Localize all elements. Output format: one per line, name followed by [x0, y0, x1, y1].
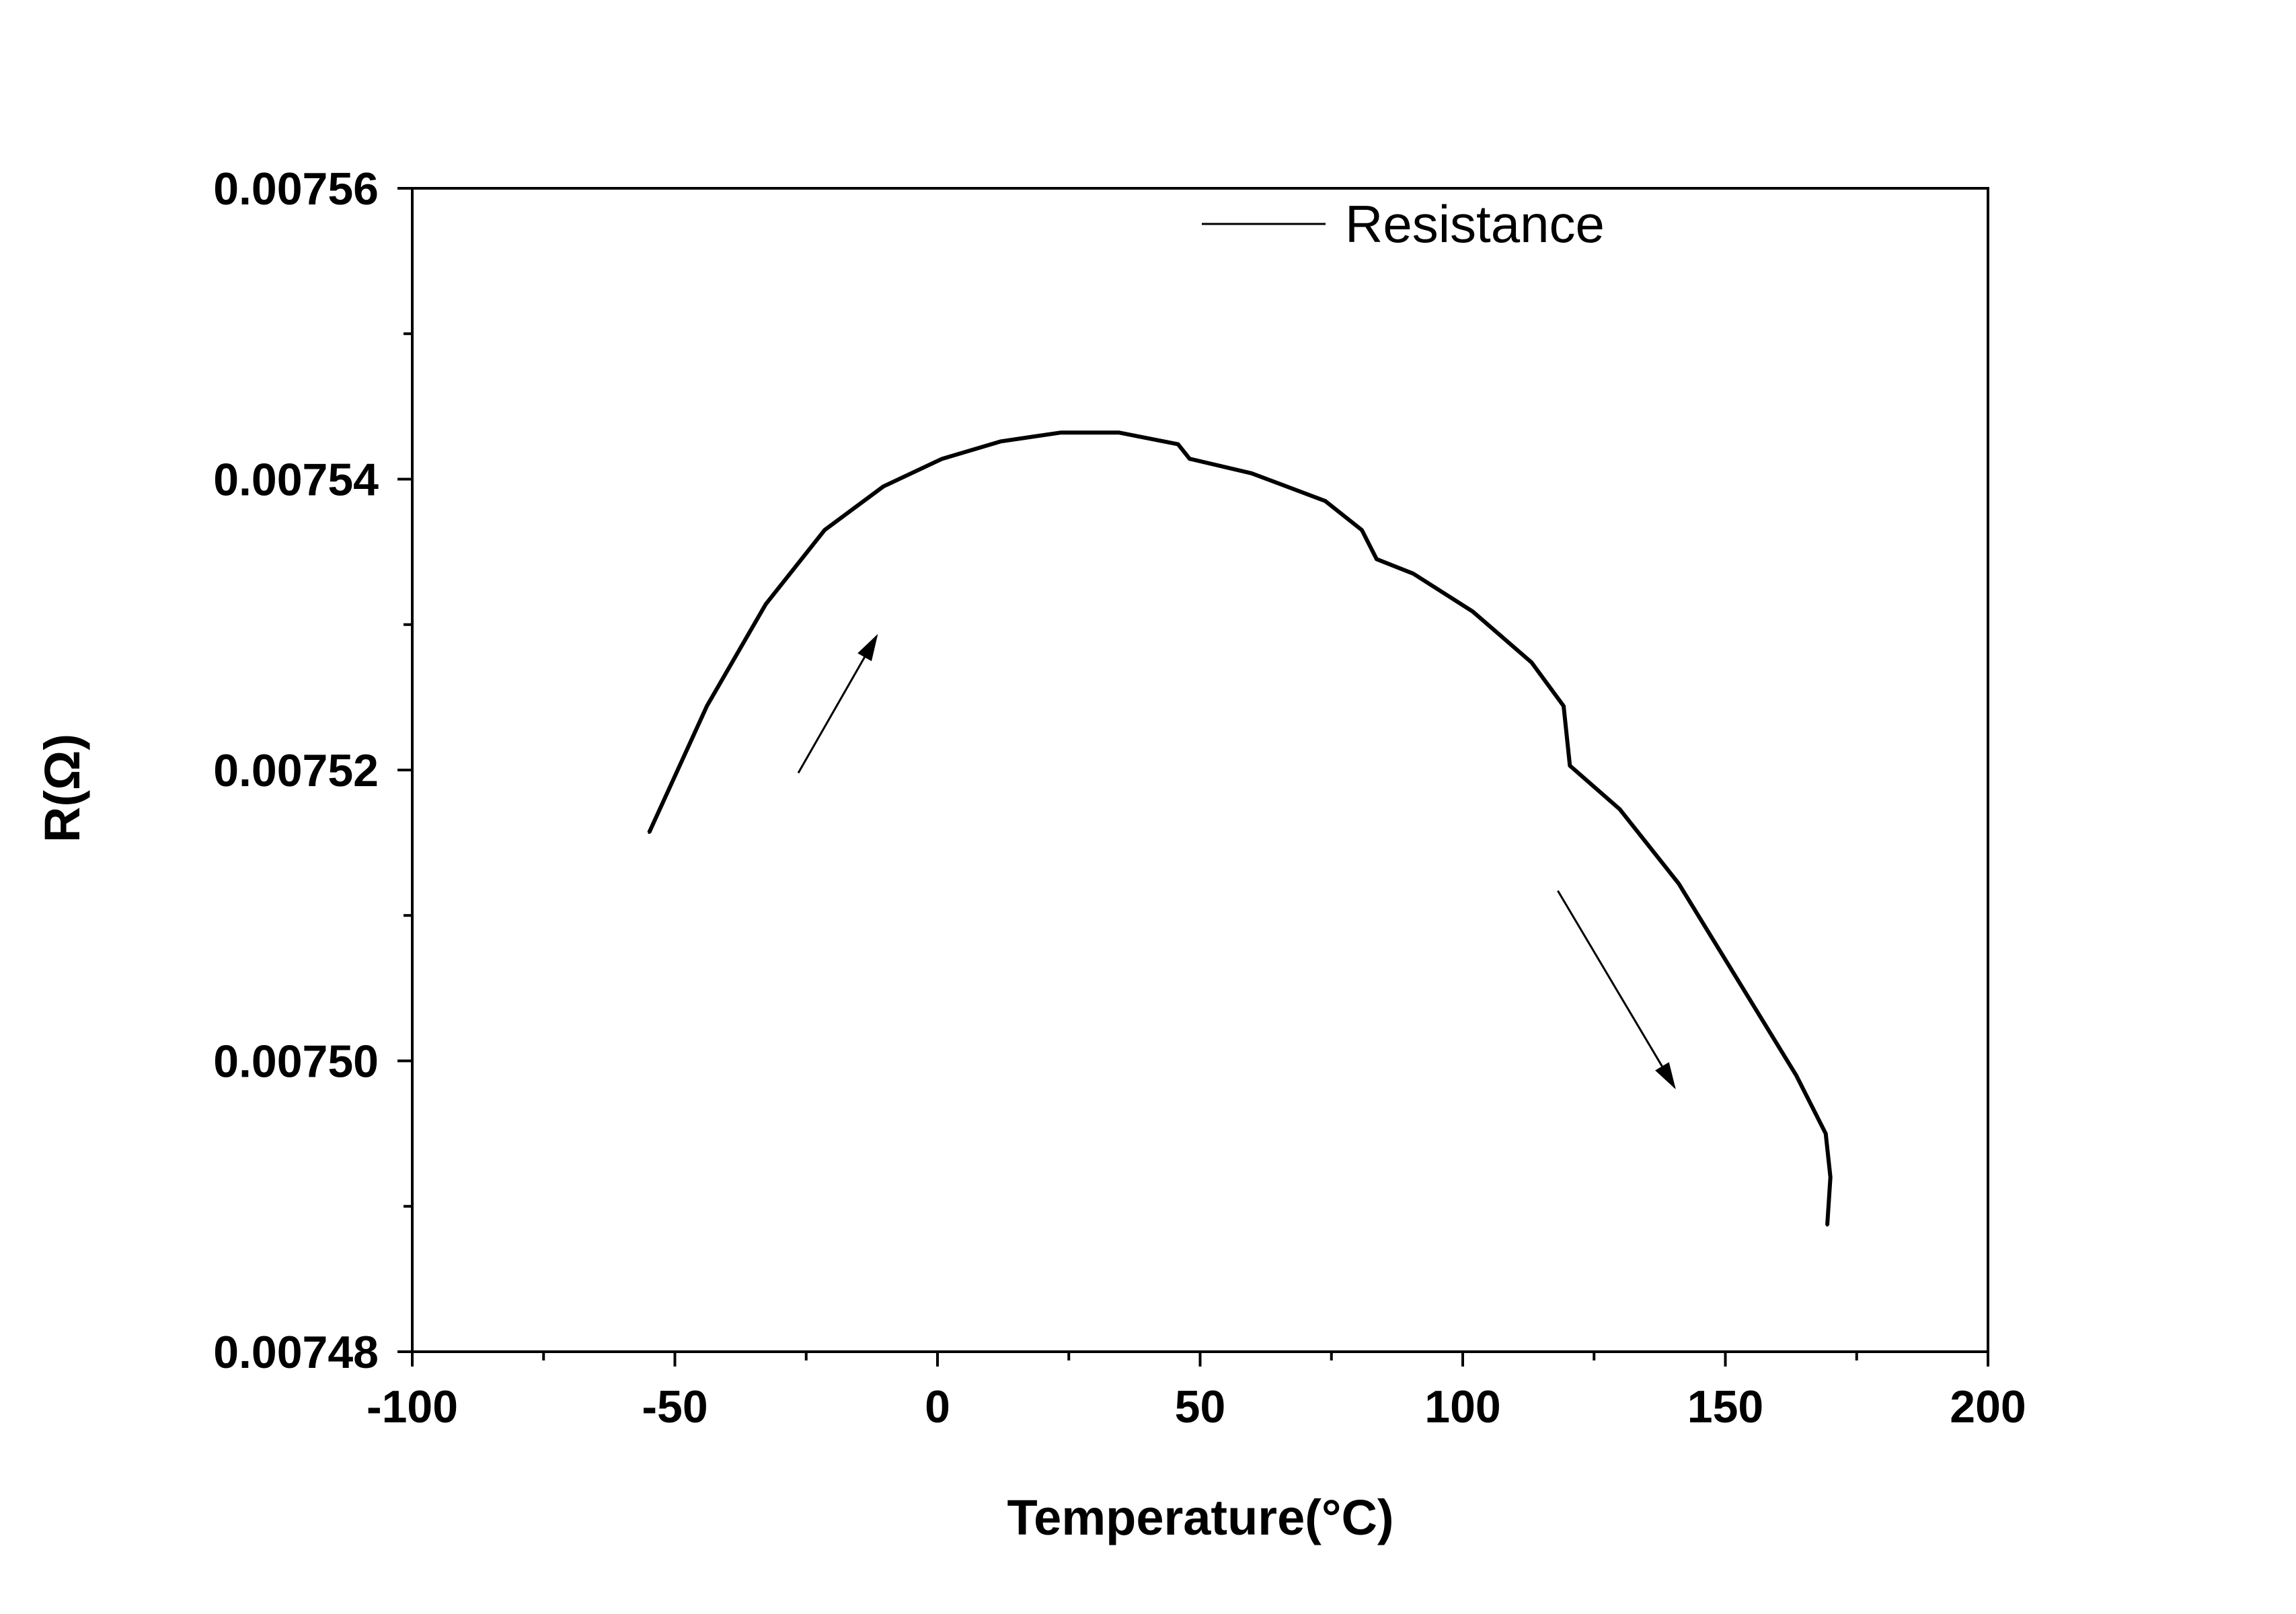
data-point — [1176, 443, 1180, 446]
x-axis-label: Temperature(°C) — [1007, 1490, 1393, 1545]
data-point — [1826, 1223, 1829, 1227]
y-tick-label: 0.00756 — [213, 163, 379, 215]
y-tick-label: 0.00748 — [213, 1327, 379, 1378]
y-axis: 0.00748 0.00750 0.00752 0.00754 0.00756 — [213, 163, 412, 1378]
x-tick-label: 0 — [925, 1381, 950, 1432]
data-point — [1677, 882, 1680, 885]
data-point — [1794, 1074, 1798, 1077]
data-point — [1412, 572, 1415, 576]
data-point — [1829, 1176, 1832, 1179]
data-point — [1188, 457, 1191, 461]
x-tick-label: 200 — [1950, 1381, 2026, 1432]
data-point — [764, 603, 767, 606]
arrow-up-annotation — [797, 633, 878, 774]
data-point — [1118, 431, 1121, 434]
data-point — [648, 831, 651, 834]
data-point — [1324, 499, 1327, 502]
x-tick-label: 50 — [1175, 1381, 1226, 1432]
x-tick-label: -100 — [367, 1381, 458, 1432]
data-point — [1361, 529, 1364, 532]
data-point — [1562, 704, 1565, 707]
y-tick-label: 0.00754 — [213, 455, 379, 506]
series-line-resistance — [647, 430, 1833, 1226]
data-point — [999, 440, 1003, 443]
plot-frame — [411, 187, 1989, 1353]
data-point — [1618, 808, 1621, 811]
plot-area — [647, 430, 1833, 1227]
data-point — [1250, 471, 1254, 475]
data-point — [882, 485, 885, 488]
y-tick-label: 0.00752 — [213, 745, 379, 796]
data-point — [941, 457, 944, 461]
data-point — [823, 529, 827, 532]
data-point — [1059, 431, 1062, 434]
data-point — [705, 704, 709, 707]
x-tick-label: -50 — [642, 1381, 707, 1432]
arrow-down-annotation — [1557, 890, 1676, 1089]
data-point — [1471, 610, 1474, 613]
data-point — [1530, 660, 1533, 664]
x-tick-label: 100 — [1424, 1381, 1500, 1432]
legend-label: Resistance — [1345, 194, 1605, 254]
y-tick-label: 0.00750 — [213, 1036, 379, 1087]
data-point — [1568, 764, 1572, 767]
data-point — [1375, 558, 1378, 561]
data-point — [1736, 978, 1739, 981]
x-tick-label: 150 — [1687, 1381, 1763, 1432]
y-axis-label: R(Ω) — [34, 734, 90, 843]
x-axis: -100 -50 0 50 100 150 200 — [367, 1352, 2026, 1432]
data-point — [1824, 1132, 1827, 1135]
